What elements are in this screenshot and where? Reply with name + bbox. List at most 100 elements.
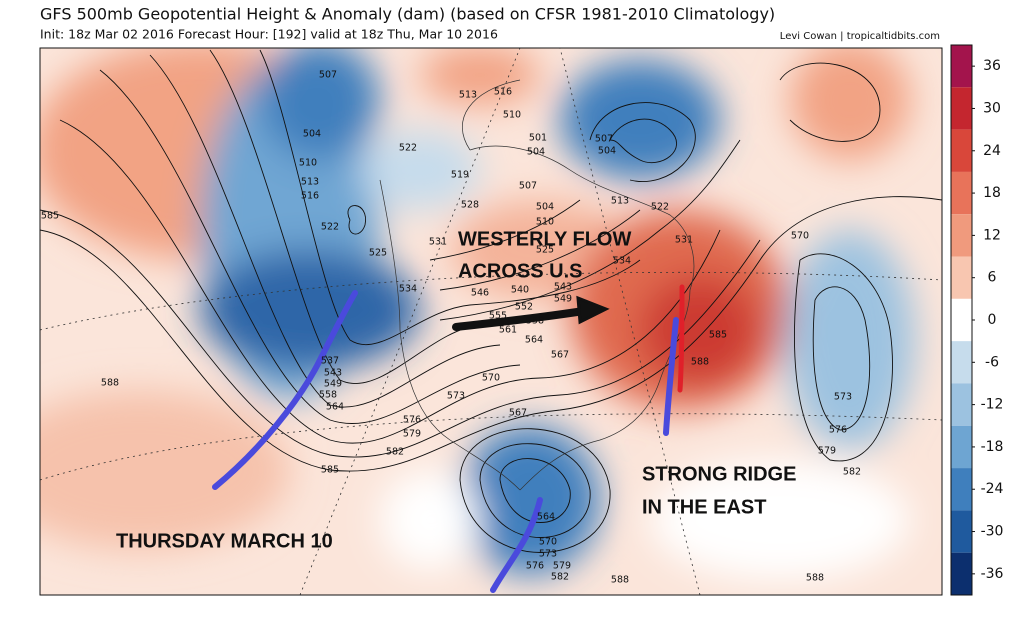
contour-label: 531 — [429, 237, 447, 248]
colorbar-tick-label: -24 — [981, 481, 1004, 497]
contour-label: 561 — [499, 325, 517, 336]
annotation: THURSDAY MARCH 10 — [116, 530, 333, 552]
contour-label: 579 — [818, 446, 836, 457]
contour-label: 576 — [526, 561, 544, 572]
contour-label: 588 — [611, 575, 629, 586]
contour-label: 549 — [554, 294, 572, 305]
contour-label: 564 — [537, 512, 555, 523]
contour-label: 522 — [651, 202, 669, 213]
credit: Levi Cowan | tropicaltidbits.com — [780, 31, 940, 42]
contour-label: 585 — [709, 330, 727, 341]
colorbar-tick-label: -6 — [985, 354, 999, 370]
contour-label: 513 — [611, 196, 629, 207]
contour-label: 543 — [324, 368, 342, 379]
contour-label: 504 — [527, 147, 545, 158]
contour-label: 504 — [598, 146, 616, 157]
colorbar-band — [951, 87, 972, 130]
contour-label: 522 — [399, 143, 417, 154]
contour-label: 534 — [613, 256, 631, 267]
colorbar-band — [951, 468, 972, 511]
contour-label: 585 — [41, 211, 59, 222]
contour-label: 513 — [459, 90, 477, 101]
coastlines — [379, 79, 695, 491]
contour-label: 585 — [321, 465, 339, 476]
graticule — [40, 48, 942, 595]
contour-label: 573 — [539, 549, 557, 560]
annotation: STRONG RIDGE — [642, 463, 796, 485]
colorbar-tick-label: -18 — [981, 439, 1004, 455]
contour-labels: 5075045105135165225255345855885375435495… — [41, 70, 861, 586]
colorbar-frame — [950, 44, 973, 596]
contour-label: 579 — [553, 561, 571, 572]
contour-label: 510 — [503, 110, 521, 121]
colorbar-band — [951, 425, 972, 469]
contour-label: 516 — [494, 87, 512, 98]
colorbar-band — [951, 341, 972, 384]
annotation: ACROSS U.S — [458, 260, 582, 282]
colorbar-tick-label: -12 — [981, 397, 1004, 413]
contour-label: 504 — [303, 129, 321, 140]
contour-label: 564 — [326, 402, 344, 413]
annotation: WESTERLY FLOW — [458, 228, 631, 250]
colorbar-tick-label: 12 — [983, 227, 1001, 243]
contour-label: 582 — [843, 467, 861, 478]
contour-label: 588 — [691, 357, 709, 368]
contour-label: 573 — [447, 391, 465, 402]
contour-label: 582 — [551, 572, 569, 583]
colorbar-band — [951, 129, 972, 172]
contour-label: 525 — [369, 248, 387, 259]
contour-label: 558 — [526, 316, 544, 327]
contour-label: 588 — [101, 378, 119, 389]
contour-label: 570 — [539, 537, 557, 548]
contour-label: 570 — [482, 373, 500, 384]
contour-label: 573 — [834, 392, 852, 403]
title: GFS 500mb Geopotential Height & Anomaly … — [40, 5, 775, 24]
contour-label: 558 — [319, 390, 337, 401]
colorbar-band — [951, 552, 972, 595]
colorbar-band — [951, 45, 972, 88]
contour-label: 534 — [399, 284, 417, 295]
anomaly-shading — [40, 48, 915, 580]
contour-label: 507 — [319, 70, 337, 81]
subtitle: Init: 18z Mar 02 2016 Forecast Hour: [19… — [40, 27, 498, 42]
contour-label: 546 — [471, 288, 489, 299]
contour-label: 549 — [324, 379, 342, 390]
colorbar: 36 30 24 18 12 6 0 -6 -12 -18 -24 -30 -36 — [950, 44, 1004, 596]
contour-label: 552 — [515, 302, 533, 313]
colorbar-tick-label: 30 — [983, 100, 1001, 116]
colorbar-tick-label: -36 — [981, 566, 1004, 582]
contour-label: 537 — [321, 356, 339, 367]
colorbar-band — [951, 256, 972, 299]
contour-label: 507 — [519, 181, 537, 192]
colorbar-tick-label: 18 — [983, 185, 1001, 201]
colorbar-band — [951, 171, 972, 215]
contour-label: 525 — [536, 245, 554, 256]
contour-label: 579 — [403, 429, 421, 440]
contour-label: 504 — [536, 202, 554, 213]
contour-label: 513 — [301, 177, 319, 188]
annotation-strokes — [212, 284, 685, 593]
map: 5075045105135165225255345855885375435495… — [40, 48, 942, 595]
contour-label: 567 — [509, 408, 527, 419]
contour-label: 555 — [489, 311, 507, 322]
annotation: IN THE EAST — [642, 496, 766, 518]
contour-label: 582 — [386, 447, 404, 458]
colorbar-tick-label: 24 — [983, 143, 1001, 159]
contour-label: 507 — [595, 134, 613, 145]
colorbar-band — [951, 383, 972, 426]
contour-label: 528 — [461, 200, 479, 211]
contour-label: 564 — [525, 335, 543, 346]
contour-label: 510 — [299, 158, 317, 169]
contour-label: 567 — [551, 350, 569, 361]
contour-label: 531 — [675, 235, 693, 246]
colorbar-band — [951, 298, 972, 342]
contour-label: 516 — [301, 191, 319, 202]
contour-label: 576 — [829, 425, 847, 436]
contour-label: 501 — [529, 133, 547, 144]
contour-label: 540 — [511, 285, 529, 296]
contour-label: 570 — [791, 231, 809, 242]
map-frame — [39, 47, 943, 596]
contour-label: 510 — [536, 217, 554, 228]
